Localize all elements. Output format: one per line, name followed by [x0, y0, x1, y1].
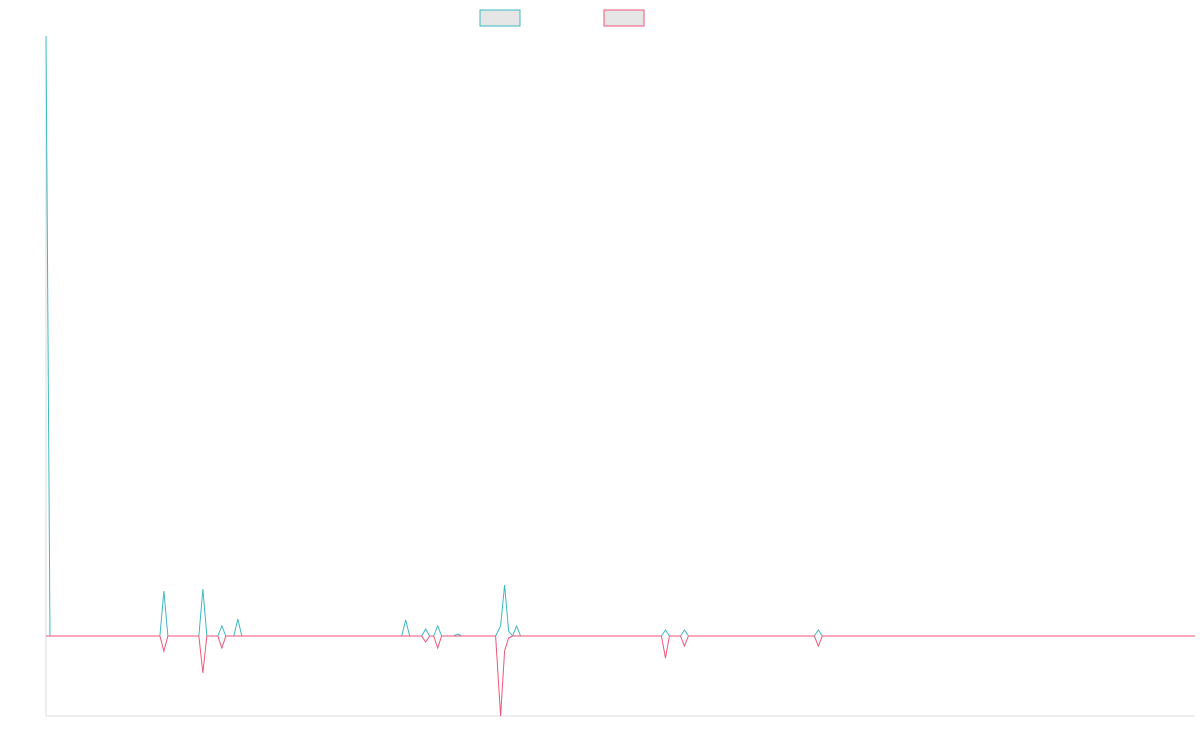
series-line — [46, 635, 1195, 717]
legend-swatch — [603, 9, 645, 27]
series-line — [45, 35, 1195, 637]
legend-swatch — [479, 9, 521, 27]
